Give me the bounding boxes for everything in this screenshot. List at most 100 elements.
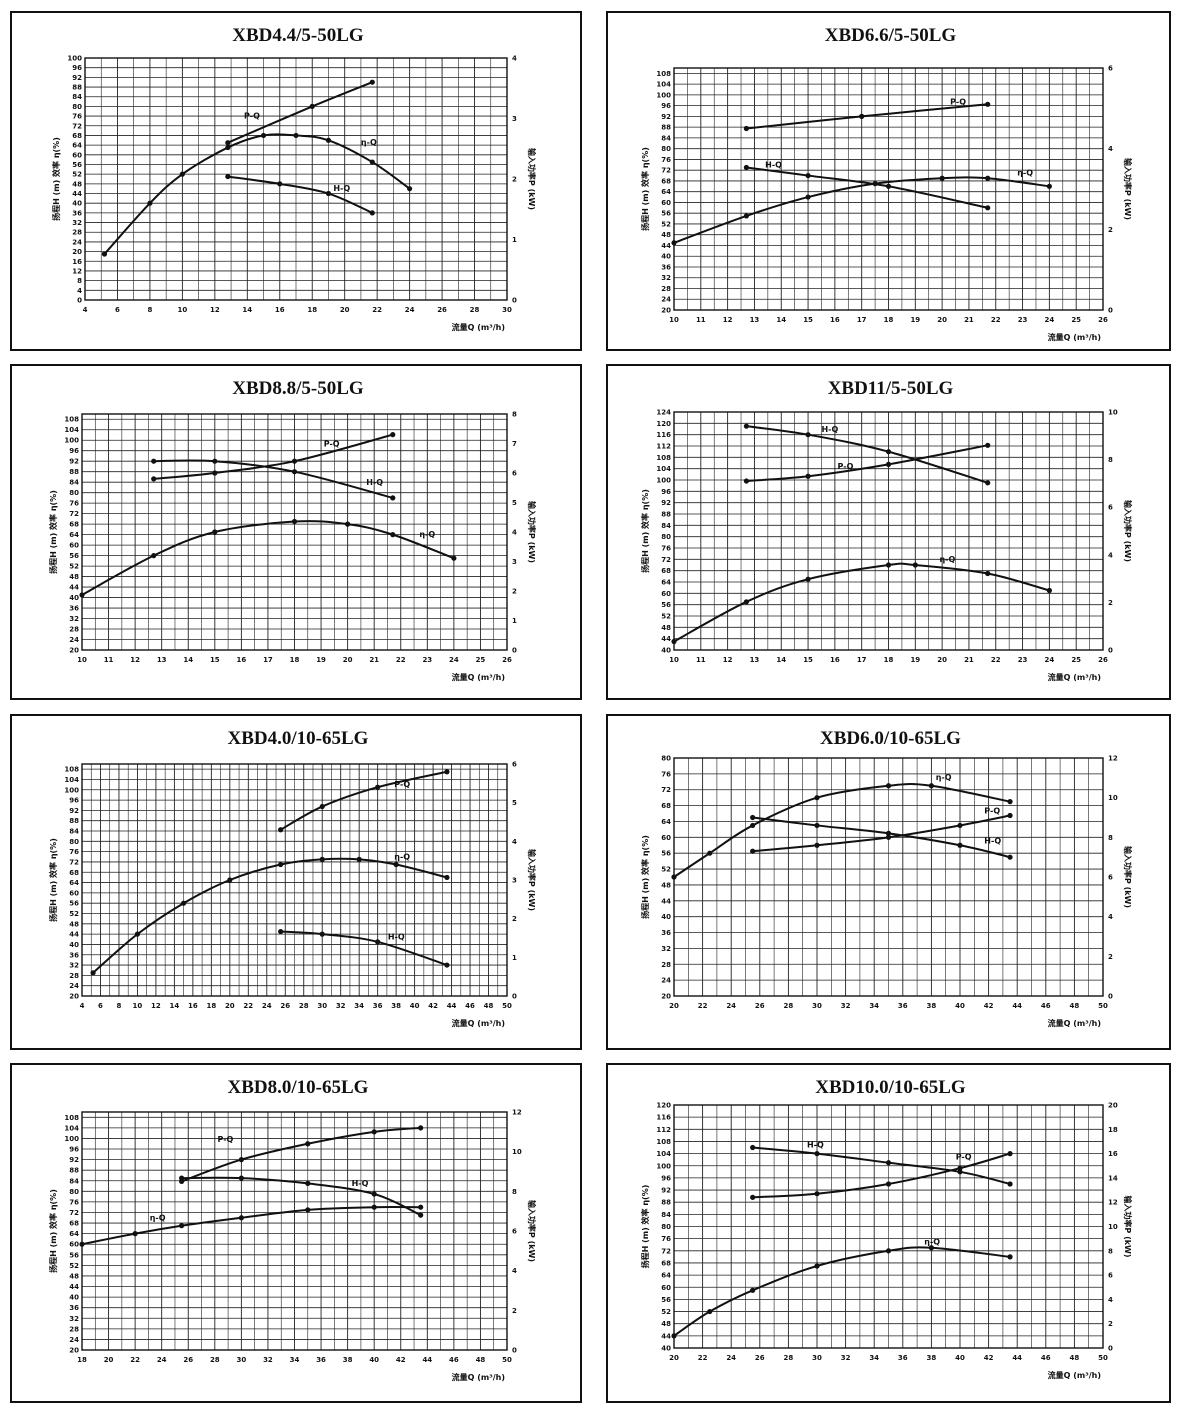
- y-tick-label: 64: [72, 142, 82, 150]
- x-axis-label: 流量Q (m³/h): [452, 1372, 505, 1382]
- curve-h-q-point: [238, 1175, 244, 1181]
- curve-p-q-point: [1007, 1151, 1013, 1157]
- y2-tick-label: 3: [512, 115, 517, 123]
- y-tick-label: 28: [69, 626, 79, 634]
- curve-h-q: [746, 425, 989, 484]
- x-tick-label: 26: [502, 656, 512, 664]
- y-tick-label: 96: [661, 488, 671, 496]
- y-tick-label: 40: [72, 200, 82, 208]
- x-tick-label: 30: [812, 1002, 822, 1010]
- x-tick-label: 21: [964, 316, 974, 324]
- x-axis-label: 流量Q (m³/h): [1048, 672, 1101, 682]
- curve-p-q-point: [814, 842, 820, 848]
- curve-p-q-point: [390, 432, 396, 438]
- y-tick-label: 68: [661, 1259, 671, 1267]
- x-tick-label: 46: [465, 1002, 475, 1010]
- grid: [673, 68, 1104, 311]
- x-tick-label: 40: [369, 1356, 379, 1364]
- y2-tick-label: 12: [1108, 1199, 1118, 1207]
- y-tick-label: 120: [656, 1102, 671, 1110]
- curve-label-h-q: H-Q: [388, 932, 405, 941]
- x-tick-label: 24: [449, 656, 459, 664]
- x-tick-label: 42: [428, 1002, 438, 1010]
- curve-eta-q-point: [147, 200, 153, 206]
- y-tick-label: 116: [656, 431, 671, 439]
- curve-eta-q-point: [451, 555, 457, 561]
- y-tick-label: 88: [69, 468, 79, 476]
- x-tick-label: 46: [1041, 1354, 1051, 1362]
- curve-eta-q-point: [707, 850, 713, 856]
- y2-tick-label: 1: [512, 617, 517, 625]
- y-tick-label: 96: [661, 1174, 671, 1182]
- x-tick-label: 28: [784, 1002, 794, 1010]
- x-tick-label: 24: [405, 306, 415, 314]
- x-axis-label: 流量Q (m³/h): [452, 1018, 505, 1028]
- curve-h-q-point: [985, 205, 991, 211]
- y-tick-label: 72: [69, 858, 79, 866]
- x-tick-label: 18: [884, 656, 894, 664]
- curve-h-q-point: [805, 432, 811, 438]
- curve-eta-q-point: [814, 1263, 820, 1269]
- curve-h-q-point: [957, 842, 963, 848]
- y2-tick-label: 8: [512, 411, 517, 419]
- y-tick-label: 36: [661, 929, 671, 937]
- y-tick-label: 40: [69, 941, 79, 949]
- y-tick-label: 20: [661, 307, 671, 315]
- y-tick-label: 72: [69, 510, 79, 518]
- y-tick-label: 20: [72, 248, 82, 256]
- y-tick-label: 36: [69, 1304, 79, 1312]
- curve-eta-q-point: [291, 518, 298, 525]
- chart-title: XBD10.0/10-65LG: [815, 1077, 966, 1098]
- y-tick-label: 56: [69, 552, 79, 560]
- x-tick-label: 38: [927, 1354, 937, 1362]
- y-tick-label: 84: [661, 1211, 671, 1219]
- y-tick-label: 44: [661, 635, 671, 643]
- curve-label-p-q: P-Q: [838, 462, 854, 471]
- y-tick-label: 32: [69, 962, 79, 970]
- y-tick-label: 112: [656, 443, 671, 451]
- y-tick-label: 60: [69, 542, 79, 550]
- x-tick-label: 4: [83, 306, 88, 314]
- y2-axis-label: 输入功率P (kW): [527, 849, 537, 911]
- curve-eta-q-point: [1046, 587, 1052, 594]
- x-tick-label: 20: [937, 656, 947, 664]
- curve-eta-q-point: [225, 144, 231, 151]
- curve-h-q-point: [957, 1169, 963, 1175]
- y2-tick-label: 1: [512, 954, 517, 962]
- curve-h-q-point: [418, 1212, 424, 1218]
- curve-eta-q-point: [345, 521, 351, 527]
- x-tick-label: 4: [80, 1002, 85, 1010]
- curve-h-q-point: [151, 458, 157, 464]
- curve-label-eta-q: η-Q: [924, 1238, 940, 1247]
- y-tick-label: 48: [661, 231, 671, 239]
- curve-h-q-point: [1007, 1181, 1013, 1187]
- x-tick-label: 26: [1098, 656, 1108, 664]
- x-tick-label: 50: [1098, 1002, 1108, 1010]
- x-tick-label: 50: [1098, 1354, 1108, 1362]
- x-tick-label: 48: [1070, 1002, 1080, 1010]
- y-tick-label: 40: [661, 253, 671, 261]
- y-tick-label: 64: [69, 879, 79, 887]
- x-tick-label: 11: [104, 656, 114, 664]
- x-tick-label: 12: [723, 316, 733, 324]
- y2-tick-label: 0: [1108, 307, 1113, 315]
- y-tick-label: 32: [661, 945, 671, 953]
- y-tick-label: 24: [661, 296, 671, 304]
- curve-eta-q-point: [390, 532, 396, 538]
- curve-label-h-q: H-Q: [821, 425, 838, 434]
- y2-tick-label: 2: [1108, 1320, 1113, 1328]
- y-tick-label: 36: [661, 263, 671, 271]
- y-tick-label: 88: [69, 1167, 79, 1175]
- y-tick-label: 104: [656, 465, 671, 473]
- y-tick-label: 96: [72, 64, 82, 72]
- y2-tick-label: 6: [1108, 874, 1113, 882]
- x-tick-label: 14: [242, 306, 252, 314]
- curve-h-q: [227, 175, 373, 214]
- y-axis-label: 扬程H (m) 效率 η(%): [48, 1189, 58, 1273]
- y-tick-label: 96: [69, 1146, 79, 1154]
- x-tick-label: 10: [77, 656, 87, 664]
- x-tick-label: 50: [502, 1356, 512, 1364]
- y-tick-label: 84: [69, 828, 79, 836]
- y2-tick-label: 5: [512, 499, 517, 507]
